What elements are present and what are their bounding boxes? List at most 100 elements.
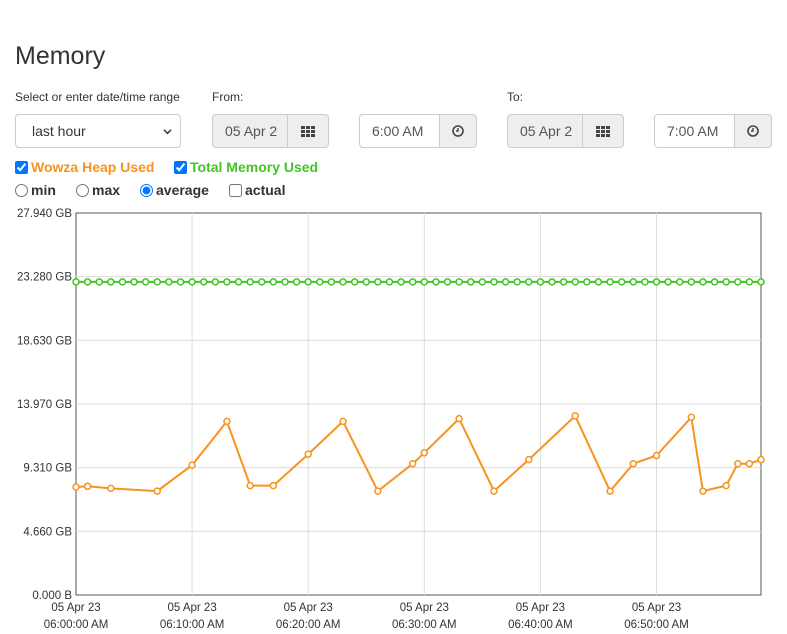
total-memory-used-point — [466, 278, 475, 286]
x-tick-date: 05 Apr 23 — [516, 602, 565, 614]
wowza-heap-used-point — [83, 482, 92, 491]
from-time-field[interactable]: 6:00 AM — [359, 114, 440, 148]
total-memory-used-point — [153, 278, 162, 286]
total-memory-used-point — [165, 278, 173, 286]
wowza-heap-used-point — [455, 414, 463, 423]
total-memory-used-point — [374, 278, 382, 286]
total-memory-used-point — [455, 278, 463, 286]
x-tick-time: 06:20:00 AM — [276, 619, 341, 631]
total-memory-used-point — [675, 278, 684, 286]
total-memory-used-point — [408, 278, 417, 286]
total-memory-used-point — [652, 278, 661, 286]
x-tick-date: 05 Apr 23 — [284, 602, 333, 614]
x-tick-date: 05 Apr 23 — [167, 602, 216, 614]
to-time-field[interactable]: 7:00 AM — [654, 114, 735, 148]
y-tick-label: 27.940 GB — [17, 208, 72, 220]
chart-grid — [76, 213, 761, 595]
wowza-heap-used-point — [757, 455, 765, 464]
max-label: max — [92, 182, 121, 198]
total-memory-used-point — [536, 278, 545, 286]
heap-toggle-label: Wowza Heap Used — [31, 159, 155, 175]
total-memory-used-point — [606, 278, 614, 286]
range-label: Select or enter date/time range — [15, 90, 180, 104]
y-tick-label: 13.970 GB — [17, 399, 72, 411]
total-memory-used-point — [757, 278, 765, 286]
total-memory-used-point — [722, 278, 730, 286]
wowza-heap-used-point — [420, 449, 429, 457]
actual-toggle[interactable]: actual — [229, 182, 285, 198]
agg-option-min[interactable]: min — [15, 182, 56, 198]
total-memory-used-point — [269, 278, 278, 286]
range-select[interactable]: last hour — [15, 114, 181, 148]
agg-option-max[interactable]: max — [76, 182, 120, 198]
total-memory-used-point — [118, 278, 127, 286]
total-memory-used-point — [72, 278, 80, 286]
wowza-heap-used-point — [269, 481, 278, 490]
range-select-value: last hour — [32, 123, 86, 139]
total-memory-used-point — [571, 278, 579, 286]
wowza-heap-used-point — [734, 459, 742, 468]
series-toggle-heap[interactable]: Wowza Heap Used — [15, 159, 154, 175]
y-tick-label: 4.660 GB — [23, 526, 72, 538]
actual-checkbox[interactable] — [229, 183, 242, 197]
max-radio[interactable] — [76, 183, 89, 197]
wowza-heap-used-point — [304, 450, 312, 458]
wowza-heap-used-point — [490, 487, 498, 495]
x-tick-date: 05 Apr 23 — [632, 602, 681, 614]
total-memory-used-point — [583, 278, 591, 286]
to-date-field[interactable]: 05 Apr 2 — [507, 114, 583, 148]
calendar-grid-icon — [301, 125, 315, 137]
total-memory-used-point — [397, 278, 405, 286]
y-tick-label: 18.630 GB — [17, 335, 72, 347]
total-memory-used-point — [699, 278, 707, 286]
total-memory-used-point — [559, 278, 568, 286]
wowza-heap-used-point — [525, 455, 533, 464]
from-calendar-button[interactable] — [287, 114, 329, 148]
clock-icon — [452, 125, 464, 137]
total-memory-used-point — [130, 278, 138, 286]
total-memory-used-point — [95, 278, 103, 286]
agg-option-average[interactable]: average — [140, 182, 209, 198]
x-tick-date: 05 Apr 23 — [51, 602, 100, 614]
total-memory-used-point — [304, 278, 312, 286]
total-memory-used-point — [385, 278, 394, 286]
total-memory-used-point — [199, 278, 208, 286]
total-memory-used-point — [629, 278, 638, 286]
wowza-heap-used-point — [629, 459, 638, 468]
to-calendar-button[interactable] — [582, 114, 624, 148]
x-axis: 05 Apr 23 06:00:00 AM 05 Apr 23 06:10:00 AM… — [44, 602, 689, 631]
total-memory-used-point — [107, 278, 115, 286]
series-toggle-total[interactable]: Total Memory Used — [174, 159, 318, 175]
y-axis: 0.000 B 4.660 GB 9.310 GB 13.970 GB 18.630 G… — [17, 208, 72, 602]
clock-icon — [747, 125, 759, 137]
total-memory-used-point — [525, 278, 533, 286]
heap-checkbox[interactable] — [15, 160, 28, 174]
to-label: To: — [507, 90, 524, 104]
total-memory-used-point — [710, 278, 719, 286]
x-tick-time: 06:40:00 AM — [508, 619, 573, 631]
from-date-field[interactable]: 05 Apr 2 — [212, 114, 288, 148]
wowza-heap-used-point — [153, 487, 162, 495]
total-memory-used-point — [443, 278, 452, 286]
wowza-heap-used-point — [745, 459, 754, 468]
total-checkbox[interactable] — [174, 160, 187, 174]
total-memory-used-point — [327, 278, 336, 286]
total-memory-used-point — [478, 278, 487, 286]
min-label: min — [31, 182, 56, 198]
wowza-heap-used-point — [408, 459, 417, 468]
total-memory-used-point — [420, 278, 429, 286]
to-clock-button[interactable] — [734, 114, 772, 148]
total-memory-used-point — [490, 278, 498, 286]
from-date-value: 05 Apr 2 — [225, 123, 278, 139]
min-radio[interactable] — [15, 183, 28, 197]
average-radio[interactable] — [140, 183, 153, 197]
x-tick-time: 06:10:00 AM — [160, 619, 225, 631]
total-memory-used-point — [745, 278, 754, 286]
total-memory-used-point — [316, 278, 324, 286]
wowza-heap-used-point — [652, 451, 661, 460]
total-memory-used-point — [664, 278, 672, 286]
wowza-heap-used-point — [107, 484, 115, 493]
total-memory-used-point — [432, 278, 440, 286]
from-clock-button[interactable] — [439, 114, 477, 148]
to-date-value: 05 Apr 2 — [520, 123, 573, 139]
